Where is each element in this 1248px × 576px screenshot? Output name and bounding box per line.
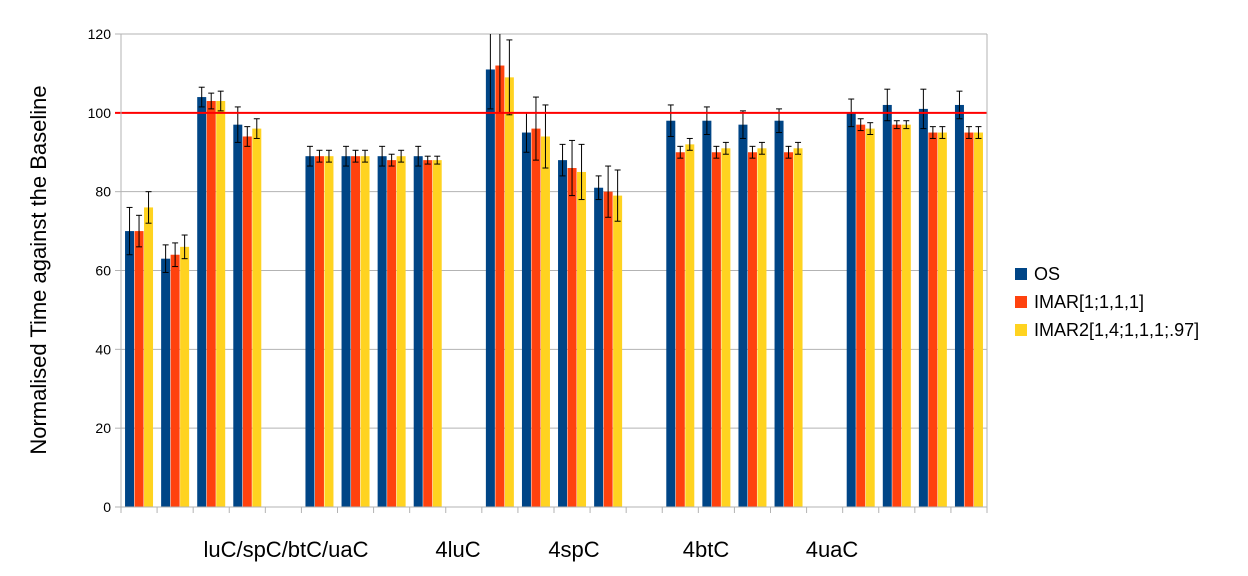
bar [866, 129, 875, 507]
y-tick-label: 40 [95, 341, 111, 357]
bar [135, 231, 144, 507]
bar [144, 207, 153, 507]
bar [712, 152, 721, 507]
bar-chart: 0 20 40 60 80 100 120 luC/spC/btC/uaC 4luC 4spC 4… [0, 0, 1248, 576]
bar [604, 192, 613, 507]
bar [361, 156, 370, 507]
y-tick-label: 100 [88, 105, 112, 121]
legend-label: IMAR2[1,4;1,1,1;.97] [1034, 320, 1199, 340]
bar [928, 133, 937, 507]
bar [883, 105, 892, 507]
bar [784, 152, 793, 507]
bar [964, 133, 973, 507]
bar [305, 156, 314, 507]
bar [721, 148, 730, 507]
bar [541, 136, 550, 507]
bar [568, 168, 577, 507]
category-label: 4spC [548, 537, 599, 562]
bar [738, 125, 747, 507]
bar [433, 160, 442, 507]
bar [252, 129, 261, 507]
bar [423, 160, 432, 507]
bar [495, 66, 504, 507]
bar [676, 152, 685, 507]
bar [125, 231, 134, 507]
y-tick-label: 120 [88, 26, 112, 42]
bar [387, 160, 396, 507]
bar [197, 97, 206, 507]
bar [216, 101, 225, 507]
bar [702, 121, 711, 507]
category-labels: luC/spC/btC/uaC 4luC 4spC 4btC 4uaC [203, 537, 858, 562]
y-tick-labels: 0 20 40 60 80 100 120 [88, 26, 112, 515]
bar [180, 247, 189, 507]
bar [685, 144, 694, 507]
bar [161, 259, 170, 507]
y-tick-label: 60 [95, 263, 111, 279]
bar [902, 125, 911, 507]
bar [505, 77, 514, 507]
bar [207, 101, 216, 507]
bar [919, 109, 928, 507]
bar [613, 196, 622, 507]
legend: OS IMAR[1;1,1,1] IMAR2[1,4;1,1,1;.97] [1015, 264, 1199, 340]
bar [594, 188, 603, 507]
bar [486, 69, 495, 507]
bar [315, 156, 324, 507]
bar [171, 255, 180, 507]
legend-swatch [1015, 296, 1027, 308]
bar [378, 156, 387, 507]
bar [522, 133, 531, 507]
bar [974, 133, 983, 507]
legend-label: IMAR[1;1,1,1] [1034, 292, 1144, 312]
y-tick-label: 20 [95, 420, 111, 436]
y-axis-label: Normalised Time against the Baseline [26, 85, 51, 454]
bars-group [125, 66, 983, 507]
legend-swatch [1015, 324, 1027, 336]
bar [324, 156, 333, 507]
legend-label: OS [1034, 264, 1060, 284]
legend-swatch [1015, 268, 1027, 280]
bar [748, 152, 757, 507]
y-tick-label: 80 [95, 184, 111, 200]
bar [577, 172, 586, 507]
bar [342, 156, 351, 507]
category-label: luC/spC/btC/uaC [203, 537, 368, 562]
bar [955, 105, 964, 507]
bar [757, 148, 766, 507]
bar [775, 121, 784, 507]
bar [351, 156, 360, 507]
bar [414, 156, 423, 507]
bar [233, 125, 242, 507]
bar [856, 125, 865, 507]
category-label: 4uaC [806, 537, 859, 562]
bar [558, 160, 567, 507]
bar [938, 133, 947, 507]
y-tick-label: 0 [103, 499, 111, 515]
bar [531, 129, 540, 507]
bar [397, 156, 406, 507]
category-label: 4luC [435, 537, 480, 562]
bar [666, 121, 675, 507]
bar [892, 125, 901, 507]
category-label: 4btC [683, 537, 730, 562]
bar [243, 136, 252, 507]
bar [794, 148, 803, 507]
bar [847, 113, 856, 507]
